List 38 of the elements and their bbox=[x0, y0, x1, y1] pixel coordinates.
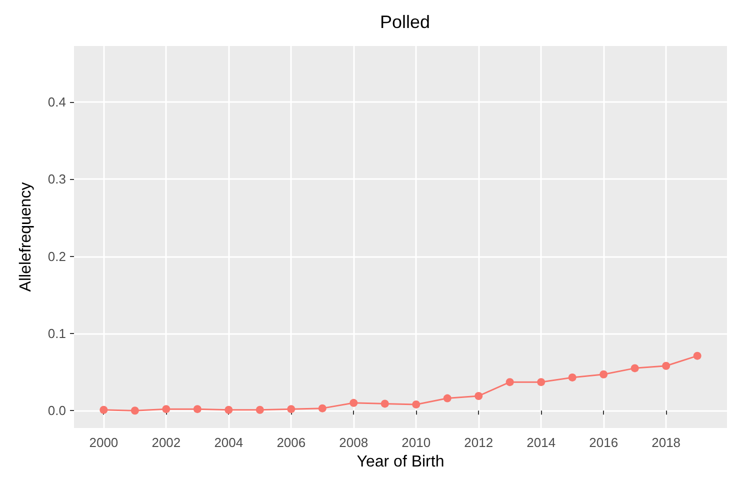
point bbox=[162, 405, 170, 414]
x-tick-label: 2008 bbox=[339, 435, 368, 450]
point bbox=[443, 394, 452, 402]
point bbox=[193, 405, 202, 414]
x-tick-label: 2006 bbox=[276, 435, 306, 450]
point bbox=[693, 352, 702, 360]
y-tick-label: 0.2 bbox=[48, 248, 66, 264]
x-tick-label: 2014 bbox=[526, 435, 556, 450]
y-axis-title: Allelefrequency bbox=[18, 182, 34, 292]
x-tick-label: 2002 bbox=[152, 435, 181, 450]
point bbox=[630, 364, 639, 372]
point bbox=[256, 406, 264, 414]
point bbox=[287, 405, 296, 414]
point bbox=[537, 378, 546, 386]
point bbox=[100, 406, 108, 414]
point bbox=[506, 378, 514, 386]
point bbox=[130, 406, 139, 415]
point bbox=[662, 362, 670, 370]
point bbox=[350, 398, 358, 407]
chart-title: Polled bbox=[380, 12, 430, 32]
point bbox=[224, 406, 233, 414]
point bbox=[412, 400, 420, 408]
x-tick-label: 2010 bbox=[402, 435, 431, 450]
x-tick-label: 2004 bbox=[214, 435, 244, 450]
point bbox=[568, 373, 576, 382]
x-tick-label: 2000 bbox=[89, 435, 118, 450]
point bbox=[318, 404, 326, 412]
point bbox=[474, 392, 483, 400]
x-tick-label: 2012 bbox=[464, 435, 494, 450]
y-tick-label: 0.3 bbox=[48, 172, 66, 187]
x-tick-label: 2018 bbox=[652, 435, 681, 450]
point bbox=[380, 400, 389, 408]
x-axis-title: Year of Birth bbox=[356, 454, 444, 470]
x-tick-label: 2016 bbox=[589, 435, 618, 450]
point bbox=[600, 370, 608, 378]
y-tick-label: 0.4 bbox=[48, 94, 66, 110]
y-tick-label: 0.1 bbox=[48, 326, 66, 341]
y-tick-label: 0.0 bbox=[48, 403, 66, 418]
